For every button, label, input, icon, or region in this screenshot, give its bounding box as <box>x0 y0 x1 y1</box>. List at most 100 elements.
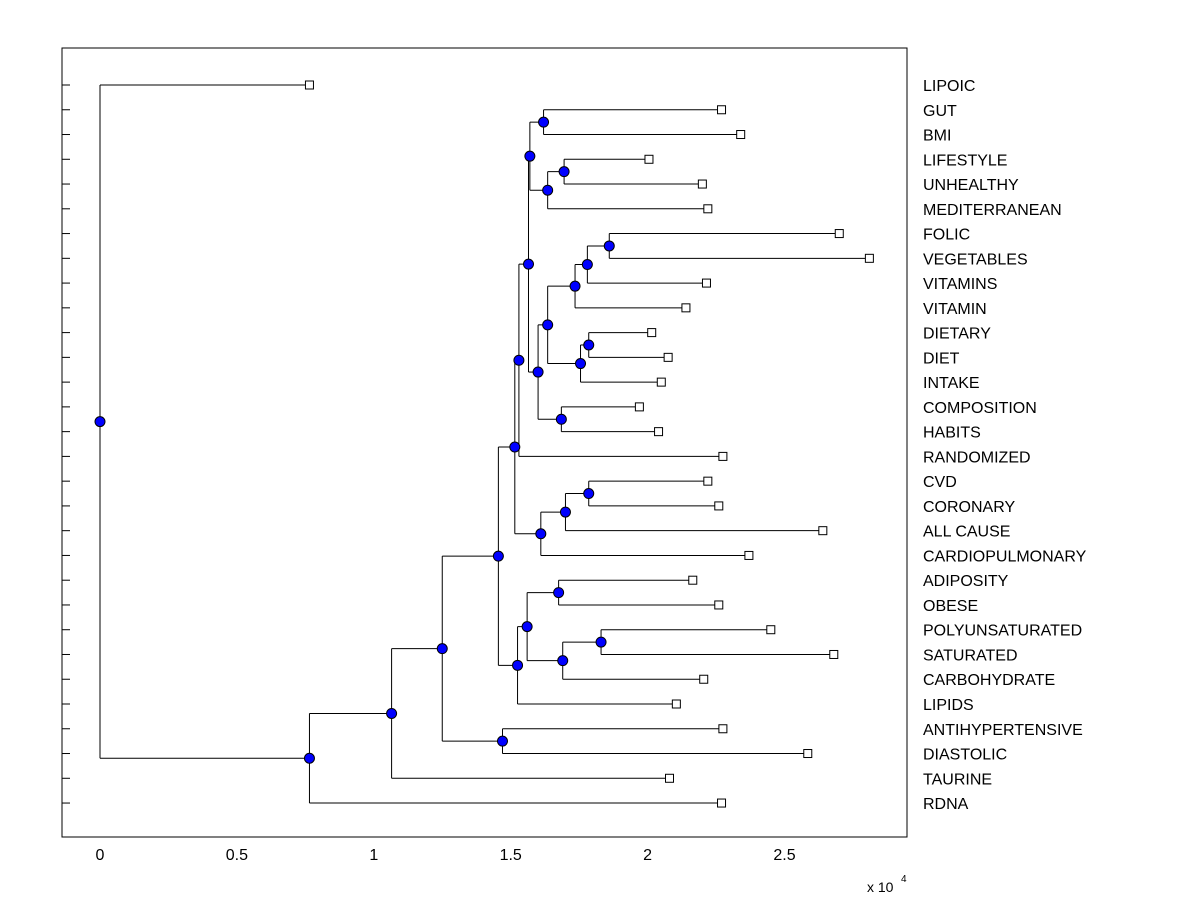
leaf-label: GUT <box>923 103 957 120</box>
x-tick-label: 2 <box>643 847 652 864</box>
merge-node <box>524 150 536 162</box>
x-multiplier-label: x 10 <box>867 879 894 895</box>
merge-node <box>569 280 581 292</box>
merge-node <box>559 506 571 518</box>
leaf-label: RANDOMIZED <box>923 449 1031 466</box>
leaf-label: ANTIHYPERTENSIVE <box>923 722 1083 739</box>
leaf-label: DIETARY <box>923 326 991 343</box>
merge-node <box>583 488 595 500</box>
leaf-label: VEGETABLES <box>923 251 1028 268</box>
leaf-label: CARBOHYDRATE <box>923 672 1055 689</box>
merge-node <box>542 319 554 331</box>
leaf-label: INTAKE <box>923 375 980 392</box>
merge-node <box>436 643 448 655</box>
leaf-label: MEDITERRANEAN <box>923 202 1062 219</box>
leaf-markers <box>304 80 874 808</box>
leaf-label: TAURINE <box>923 771 992 788</box>
leaf-marker <box>717 798 727 808</box>
merge-node <box>509 441 521 453</box>
leaf-marker <box>714 501 724 511</box>
x-tick-label: 0.5 <box>226 847 248 864</box>
leaf-marker <box>703 476 713 486</box>
leaf-marker <box>864 253 874 263</box>
dendrogram-links <box>99 84 870 804</box>
merge-node <box>512 659 524 671</box>
merge-node <box>553 587 565 599</box>
merge-node <box>513 354 525 366</box>
leaf-label: UNHEALTHY <box>923 177 1019 194</box>
leaf-marker <box>304 80 314 90</box>
leaf-labels: LIPOIC GUT BMI LIFESTYLE UNHEALTHY MEDITERRAN… <box>923 78 1087 813</box>
leaf-marker <box>654 427 664 437</box>
x-tick-label: 2.5 <box>773 847 795 864</box>
plot-frame <box>61 47 908 838</box>
x-tick-label: 1.5 <box>500 847 522 864</box>
merge-node <box>492 550 504 562</box>
merge-node <box>575 358 587 370</box>
leaf-label: RDNA <box>923 796 969 813</box>
leaf-marker <box>766 625 776 635</box>
merge-node <box>557 655 569 667</box>
leaf-marker <box>736 130 746 140</box>
leaf-marker <box>688 575 698 585</box>
leaf-marker <box>634 402 644 412</box>
leaf-label: LIFESTYLE <box>923 152 1007 169</box>
leaf-marker <box>818 526 828 536</box>
merge-node <box>542 184 554 196</box>
leaf-label: ADIPOSITY <box>923 573 1009 590</box>
merge-node <box>595 636 607 648</box>
leaf-label: VITAMIN <box>923 301 987 318</box>
leaf-marker <box>803 749 813 759</box>
leaf-marker <box>717 105 727 115</box>
merge-node <box>583 339 595 351</box>
merge-node <box>603 240 615 252</box>
leaf-label: CARDIOPULMONARY <box>923 548 1087 565</box>
merge-node <box>538 116 550 128</box>
merge-node <box>522 258 534 270</box>
axis-ticks <box>62 84 70 804</box>
leaf-label: LIPOIC <box>923 78 975 95</box>
leaf-label: HABITS <box>923 425 981 442</box>
leaf-label: FOLIC <box>923 227 970 244</box>
merge-node <box>558 166 570 178</box>
leaf-label: VITAMINS <box>923 276 997 293</box>
merge-node <box>94 416 106 428</box>
leaf-marker <box>703 204 713 214</box>
leaf-marker <box>829 649 839 659</box>
merge-node <box>532 366 544 378</box>
leaf-marker <box>644 154 654 164</box>
x-multiplier-exponent: 4 <box>901 874 907 885</box>
leaf-marker <box>714 600 724 610</box>
leaf-marker <box>744 550 754 560</box>
leaf-marker <box>665 773 675 783</box>
leaf-label: COMPOSITION <box>923 400 1037 417</box>
merge-node <box>496 735 508 747</box>
merge-node <box>535 528 547 540</box>
leaf-marker <box>697 179 707 189</box>
leaf-label: SATURATED <box>923 647 1018 664</box>
leaf-marker <box>701 278 711 288</box>
x-tick-label: 1 <box>369 847 378 864</box>
leaf-marker <box>671 699 681 709</box>
leaf-label: POLYUNSATURATED <box>923 623 1082 640</box>
merge-node <box>386 707 398 719</box>
leaf-label: BMI <box>923 128 951 145</box>
leaf-marker <box>656 377 666 387</box>
x-tick-label: 0 <box>96 847 105 864</box>
leaf-marker <box>681 303 691 313</box>
leaf-label: DIASTOLIC <box>923 747 1007 764</box>
leaf-label: ALL CAUSE <box>923 524 1010 541</box>
leaf-marker <box>718 724 728 734</box>
leaf-marker <box>834 229 844 239</box>
leaf-marker <box>699 674 709 684</box>
leaf-label: OBESE <box>923 598 978 615</box>
leaf-label: CORONARY <box>923 499 1015 516</box>
leaf-marker <box>647 328 657 338</box>
leaf-marker <box>718 451 728 461</box>
leaf-label: CVD <box>923 474 957 491</box>
merge-node <box>581 259 593 271</box>
merge-node <box>303 752 315 764</box>
leaf-marker <box>663 352 673 362</box>
merge-node <box>521 621 533 633</box>
